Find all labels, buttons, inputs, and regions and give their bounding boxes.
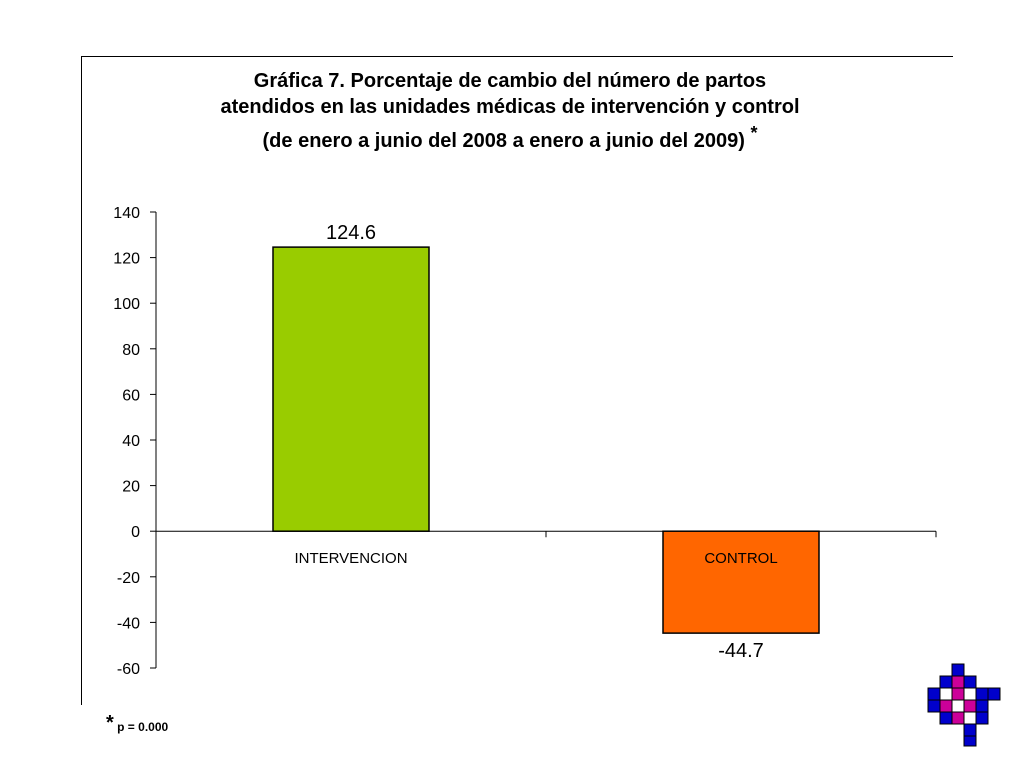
chart-title-line-2: atendidos en las unidades médicas de int… <box>220 96 800 118</box>
y-tick-label-1: 120 <box>113 251 140 268</box>
category-label-intervencion: INTERVENCION <box>294 550 407 567</box>
bar-control <box>662 530 820 634</box>
y-tick-label-8: -20 <box>117 570 140 587</box>
data-label-control: -44.7 <box>718 640 764 662</box>
data-label-intervencion: 124.6 <box>326 222 376 244</box>
y-tick-label-4: 60 <box>122 387 140 404</box>
title-significance-marker: * <box>750 123 758 143</box>
chart-title-line-3: (de enero a junio del 2008 a enero a jun… <box>160 120 860 154</box>
y-tick-label-2: 100 <box>113 296 140 313</box>
chart-frame <box>81 56 953 705</box>
y-tick-label-10: -60 <box>117 661 140 678</box>
y-tick-label-5: 40 <box>122 433 140 450</box>
footnote-marker: * <box>106 712 114 734</box>
category-label-control: CONTROL <box>704 550 777 567</box>
y-tick-label-7: 0 <box>131 524 140 541</box>
y-tick-label-6: 20 <box>122 479 140 496</box>
chart-title-line-3-text: (de enero a junio del 2008 a enero a jun… <box>262 130 745 152</box>
footnote: * p = 0.000 <box>106 712 168 735</box>
bar-intervencion <box>272 246 430 532</box>
y-tick-label-3: 80 <box>122 342 140 359</box>
chart-title-line-1: Gráfica 7. Porcentaje de cambio del núme… <box>253 70 767 92</box>
y-tick-label-0: 140 <box>113 205 140 222</box>
chart-title: Gráfica 7. Porcentaje de cambio del núme… <box>160 68 860 154</box>
y-tick-label-9: -40 <box>117 615 140 632</box>
institution-logo-icon <box>927 663 1001 747</box>
footnote-text: p = 0.000 <box>117 720 169 734</box>
